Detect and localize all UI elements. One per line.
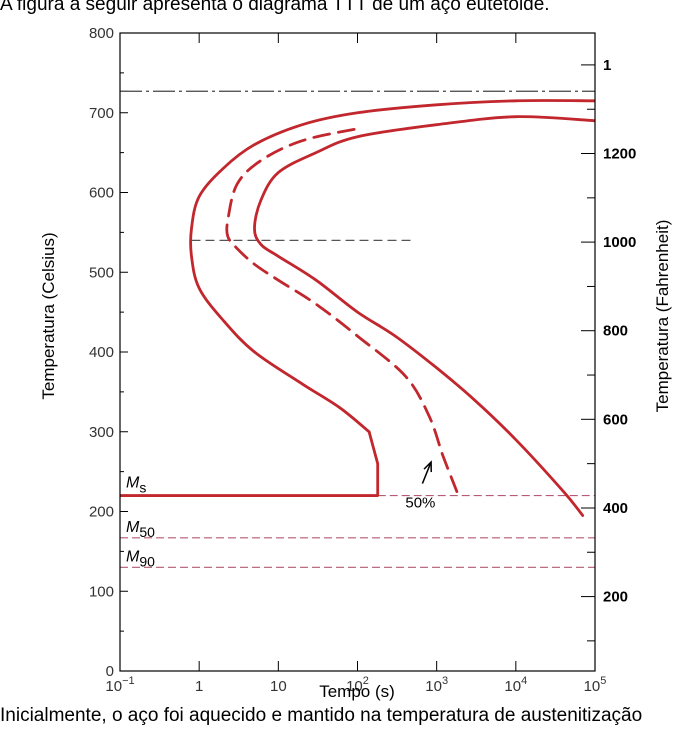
axis-ticks — [119, 32, 596, 672]
y-right-tick-label: 800 — [603, 323, 628, 340]
y-left-tick-label: 500 — [89, 264, 114, 281]
m90-label: M90 — [126, 548, 155, 569]
y-left-tick-label: 0 — [106, 663, 114, 680]
top-caption: A figura a seguir apresenta o diagrama T… — [0, 0, 550, 15]
start-curve — [189, 99, 595, 434]
y-right-tick-label: 600 — [603, 411, 628, 428]
y-right-tick-label: 200 — [603, 589, 628, 606]
y-right-tick-label: 1 — [603, 57, 611, 74]
x-tick-label: 105 — [584, 675, 607, 695]
arrow-head — [423, 460, 432, 473]
finish-curve — [253, 115, 595, 517]
transformation-curves — [120, 99, 595, 517]
x-tick-label: 102 — [346, 675, 369, 695]
start-vertical-curve — [367, 430, 380, 497]
y-right-tick-label: 1200 — [603, 146, 636, 163]
y-left-tick-label: 600 — [89, 185, 114, 202]
x-tick-label: 10 — [270, 678, 287, 695]
m50-label: M50 — [126, 519, 155, 540]
y-left-tick-label: 100 — [89, 583, 114, 600]
y-left-tick-label: 200 — [89, 504, 114, 521]
axis-labels: 50% Ms M50 M90 0 100 200 300 400 500 600 700 800 200 4… — [89, 25, 636, 695]
y-left-tick-label: 700 — [89, 105, 114, 122]
y-axis-right-label: Temperatura (Fahrenheit) — [653, 220, 672, 413]
y-left-tick-label: 400 — [89, 344, 114, 361]
x-tick-label: 1 — [195, 678, 203, 695]
annotation-label: 50% — [405, 495, 435, 512]
plot-frame — [119, 32, 596, 672]
y-left-tick-label: 800 — [89, 25, 114, 42]
bottom-caption: Inicialmente, o aço foi aquecido e manti… — [0, 705, 643, 726]
x-tick-label: 104 — [504, 675, 527, 695]
arrow-shaft — [421, 461, 432, 484]
ms-label: Ms — [126, 475, 146, 496]
y-right-tick-label: 400 — [603, 500, 628, 517]
y-right-tick-label: 1000 — [603, 234, 636, 251]
y-left-tick-label: 300 — [89, 424, 114, 441]
ttt-chart: 50% Ms M50 M90 0 100 200 300 400 500 600 700 800 200 4… — [39, 25, 672, 701]
x-tick-label: 103 — [425, 675, 448, 695]
y-axis-left-label: Temperatura (Celsius) — [39, 232, 58, 399]
fifty-percent-curve — [225, 127, 459, 493]
x-axis-label: Tempo (s) — [319, 682, 395, 701]
x-tick-label: 10−1 — [105, 675, 134, 695]
